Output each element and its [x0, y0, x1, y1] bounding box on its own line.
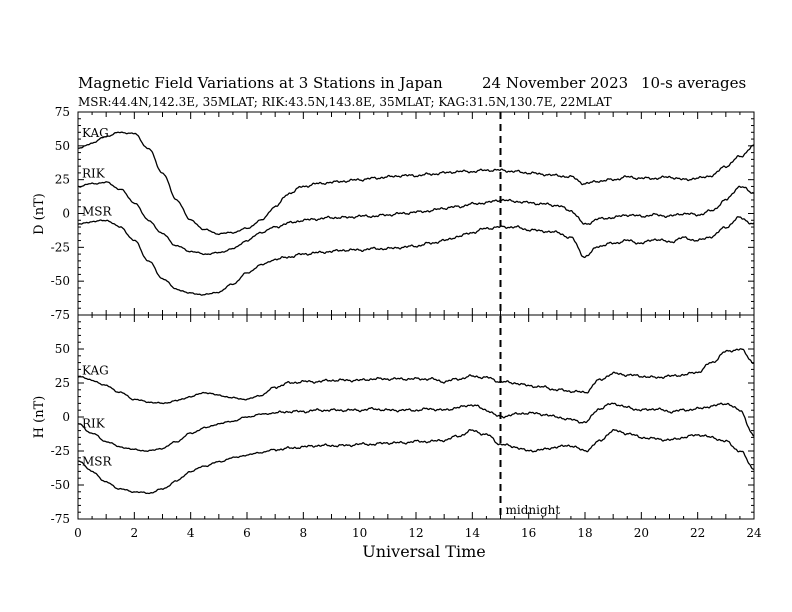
trace-label-msr: MSR: [82, 205, 113, 219]
x-tick-label: 4: [187, 526, 195, 540]
y-tick-label: -25: [51, 444, 70, 458]
trace-kag: [77, 131, 755, 236]
x-tick-label: 2: [131, 526, 139, 540]
trace-label-kag: KAG: [82, 363, 109, 377]
trace-label-kag: KAG: [82, 126, 109, 140]
trace-group: [77, 131, 755, 495]
h-axis-title: H (nT): [32, 396, 47, 439]
x-tick-label: 8: [300, 526, 308, 540]
x-axis-title: Universal Time: [362, 542, 485, 561]
x-tick-label: 12: [408, 526, 423, 540]
x-tick-label: 18: [577, 526, 592, 540]
x-tick-label: 20: [634, 526, 649, 540]
y-tick-label: -75: [51, 308, 70, 322]
trace-msr: [77, 216, 755, 296]
trace-rik: [77, 402, 755, 452]
y-tick-label: 50: [55, 342, 70, 356]
chart-averaging: 10-s averages: [641, 74, 746, 92]
d-panel-frame: [77, 111, 755, 316]
y-tick-label: -75: [51, 512, 70, 526]
trace-label-rik: RIK: [82, 167, 106, 181]
x-tick-label: 16: [521, 526, 536, 540]
y-tick-label: -50: [51, 274, 70, 288]
x-tick-label: 0: [74, 526, 82, 540]
trace-kag: [77, 348, 755, 405]
chart-date: 24 November 2023: [482, 74, 628, 92]
station-list: MSR:44.4N,142.3E, 35MLAT; RIK:43.5N,143.…: [78, 95, 612, 109]
d-axis-title: D (nT): [32, 193, 47, 235]
h-panel-frame: [77, 314, 755, 520]
y-tick-label: 0: [62, 207, 70, 221]
y-tick-label: 25: [55, 173, 70, 187]
y-tick-label: -50: [51, 478, 70, 492]
trace-msr: [77, 429, 755, 495]
y-tick-label: -25: [51, 240, 70, 254]
x-tick-label: 24: [746, 526, 762, 540]
trace-rik: [77, 181, 755, 256]
y-tick-label: 50: [55, 139, 70, 153]
trace-label-msr: MSR: [82, 454, 113, 468]
x-tick-label: 10: [352, 526, 367, 540]
x-tick-label: 6: [243, 526, 251, 540]
x-tick-label: 22: [690, 526, 705, 540]
tick-labels: 75 50 25 0 -25 -50 -75 KAG RIK MSR 50 25 0 -25 -50 -75 0…: [51, 105, 762, 540]
y-tick-label: 0: [62, 410, 70, 424]
x-tick-label: 14: [465, 526, 481, 540]
y-tick-label: 75: [55, 105, 70, 119]
y-tick-label: 25: [55, 376, 70, 390]
trace-label-rik: RIK: [82, 416, 106, 430]
midnight-label: midnight: [506, 503, 561, 517]
chart-title: Magnetic Field Variations at 3 Stations …: [78, 74, 443, 92]
